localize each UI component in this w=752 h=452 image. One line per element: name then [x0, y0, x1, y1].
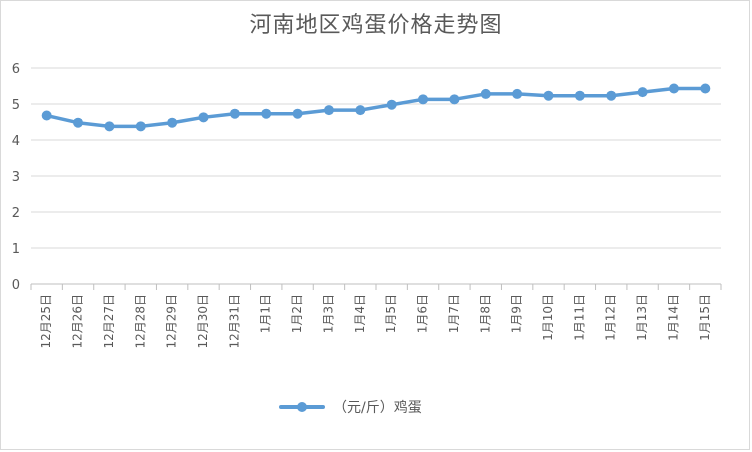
data-point: [512, 88, 523, 99]
x-tick-label: 1月14日: [666, 294, 680, 341]
x-tick-label: 1月15日: [698, 294, 712, 341]
x-tick-label: 12月31日: [227, 294, 241, 349]
x-tick-label: 1月11日: [572, 294, 586, 341]
x-tick-label: 12月25日: [39, 294, 53, 349]
x-tick-label: 1月1日: [259, 294, 273, 333]
x-tick-label: 12月26日: [71, 294, 85, 349]
data-point: [73, 117, 84, 128]
y-tick-label: 1: [12, 242, 20, 257]
data-point: [167, 117, 178, 128]
x-tick-label: 1月9日: [510, 294, 524, 333]
x-tick-label: 12月27日: [102, 294, 116, 349]
y-tick-label: 2: [12, 206, 20, 221]
x-tick-label: 1月13日: [635, 294, 649, 341]
y-tick-label: 4: [12, 134, 20, 149]
data-point: [606, 90, 617, 101]
y-tick-label: 0: [12, 278, 20, 293]
x-tick-label: 1月2日: [290, 294, 304, 333]
x-tick-label: 1月7日: [447, 294, 461, 333]
legend: （元/斤）鸡蛋: [279, 397, 422, 417]
y-tick-label: 3: [12, 170, 20, 185]
x-tick-label: 12月28日: [133, 294, 147, 349]
data-point: [668, 83, 679, 94]
data-point: [135, 121, 146, 132]
data-point: [323, 105, 334, 116]
data-point: [543, 90, 554, 101]
chart-title: 河南地区鸡蛋价格走势图: [249, 13, 503, 38]
data-point: [355, 105, 366, 116]
x-tick-label: 1月6日: [416, 294, 430, 333]
y-tick-label: 6: [12, 62, 20, 77]
data-point: [480, 88, 491, 99]
data-point: [386, 99, 397, 110]
x-tick-label: 1月5日: [384, 294, 398, 333]
data-point: [449, 94, 460, 105]
data-point: [292, 108, 303, 119]
y-tick-label: 5: [12, 98, 20, 113]
legend-line-marker: [279, 402, 325, 412]
x-tick-label: 1月10日: [541, 294, 555, 341]
data-point: [198, 112, 209, 123]
series-line: [44, 86, 708, 129]
x-tick-label: 1月8日: [478, 294, 492, 333]
data-point: [700, 83, 711, 94]
data-point: [229, 108, 240, 119]
legend-label: （元/斤）鸡蛋: [333, 400, 422, 416]
x-tick-label: 1月3日: [321, 294, 335, 333]
data-point: [574, 90, 585, 101]
data-point: [261, 108, 272, 119]
x-tick-label: 1月12日: [604, 294, 618, 341]
data-point: [637, 87, 648, 98]
x-tick-label: 12月29日: [165, 294, 179, 349]
x-tick-label: 1月4日: [353, 294, 367, 333]
data-point: [104, 121, 115, 132]
x-tick-label: 12月30日: [196, 294, 210, 349]
data-point: [41, 110, 52, 121]
data-point: [418, 94, 429, 105]
